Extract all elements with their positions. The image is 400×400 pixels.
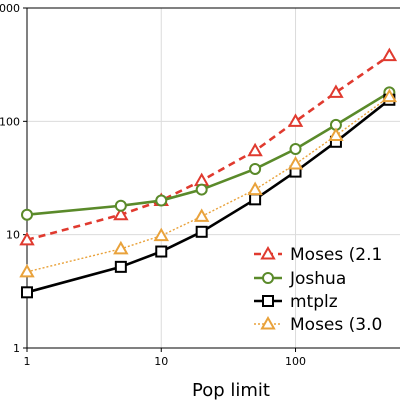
x-tick-label: 1 bbox=[24, 355, 31, 368]
series-3 bbox=[19, 88, 398, 278]
data-point bbox=[113, 206, 129, 221]
data-point bbox=[247, 142, 263, 157]
data-point bbox=[249, 193, 262, 206]
series-1 bbox=[21, 86, 396, 221]
data-point bbox=[193, 172, 210, 187]
data-point bbox=[247, 181, 263, 196]
legend-label: mtplz bbox=[290, 292, 338, 312]
data-point bbox=[289, 143, 302, 156]
legend-marker bbox=[260, 245, 276, 260]
x-tick-label: 100 bbox=[285, 355, 306, 368]
legend-marker bbox=[260, 315, 276, 330]
data-point bbox=[19, 263, 35, 278]
data-point bbox=[153, 227, 169, 242]
data-point bbox=[328, 127, 344, 141]
plot-frame bbox=[26, 7, 400, 349]
legend-marker bbox=[262, 272, 274, 284]
y-tick-label: 10 bbox=[6, 229, 20, 242]
plot-border bbox=[26, 7, 400, 349]
data-point bbox=[21, 208, 33, 221]
data-point bbox=[155, 194, 168, 207]
x-tick-label: 10 bbox=[154, 355, 168, 368]
data-point bbox=[21, 286, 33, 299]
legend-marker bbox=[262, 295, 274, 307]
data-point bbox=[155, 245, 168, 258]
data-point bbox=[113, 240, 129, 255]
x-axis-title: Pop limit bbox=[192, 380, 270, 400]
series-line bbox=[26, 91, 391, 217]
data-point bbox=[193, 208, 210, 222]
legend-label: Moses (2.1 bbox=[290, 245, 382, 265]
series-group bbox=[19, 47, 398, 299]
legend-label: Joshua bbox=[289, 269, 346, 289]
series-line bbox=[26, 98, 391, 294]
grid bbox=[26, 7, 400, 349]
data-point bbox=[114, 199, 127, 212]
data-point bbox=[114, 260, 127, 273]
data-point bbox=[195, 183, 208, 196]
data-point bbox=[19, 231, 35, 246]
data-point bbox=[249, 162, 262, 175]
legend: Moses (2.1 Joshua mtplz Moses (3.0 bbox=[254, 245, 382, 335]
data-point bbox=[381, 47, 398, 62]
data-point bbox=[195, 225, 208, 238]
data-point bbox=[287, 113, 304, 127]
y-tick-label: 100 bbox=[0, 115, 20, 128]
y-tick-label: 1 bbox=[13, 342, 20, 355]
x-tick-labels: 1 10 100 bbox=[24, 348, 306, 368]
data-point bbox=[287, 156, 304, 170]
data-point bbox=[381, 88, 398, 103]
data-point bbox=[328, 84, 344, 98]
legend-label: Moses (3.0 bbox=[290, 315, 382, 335]
